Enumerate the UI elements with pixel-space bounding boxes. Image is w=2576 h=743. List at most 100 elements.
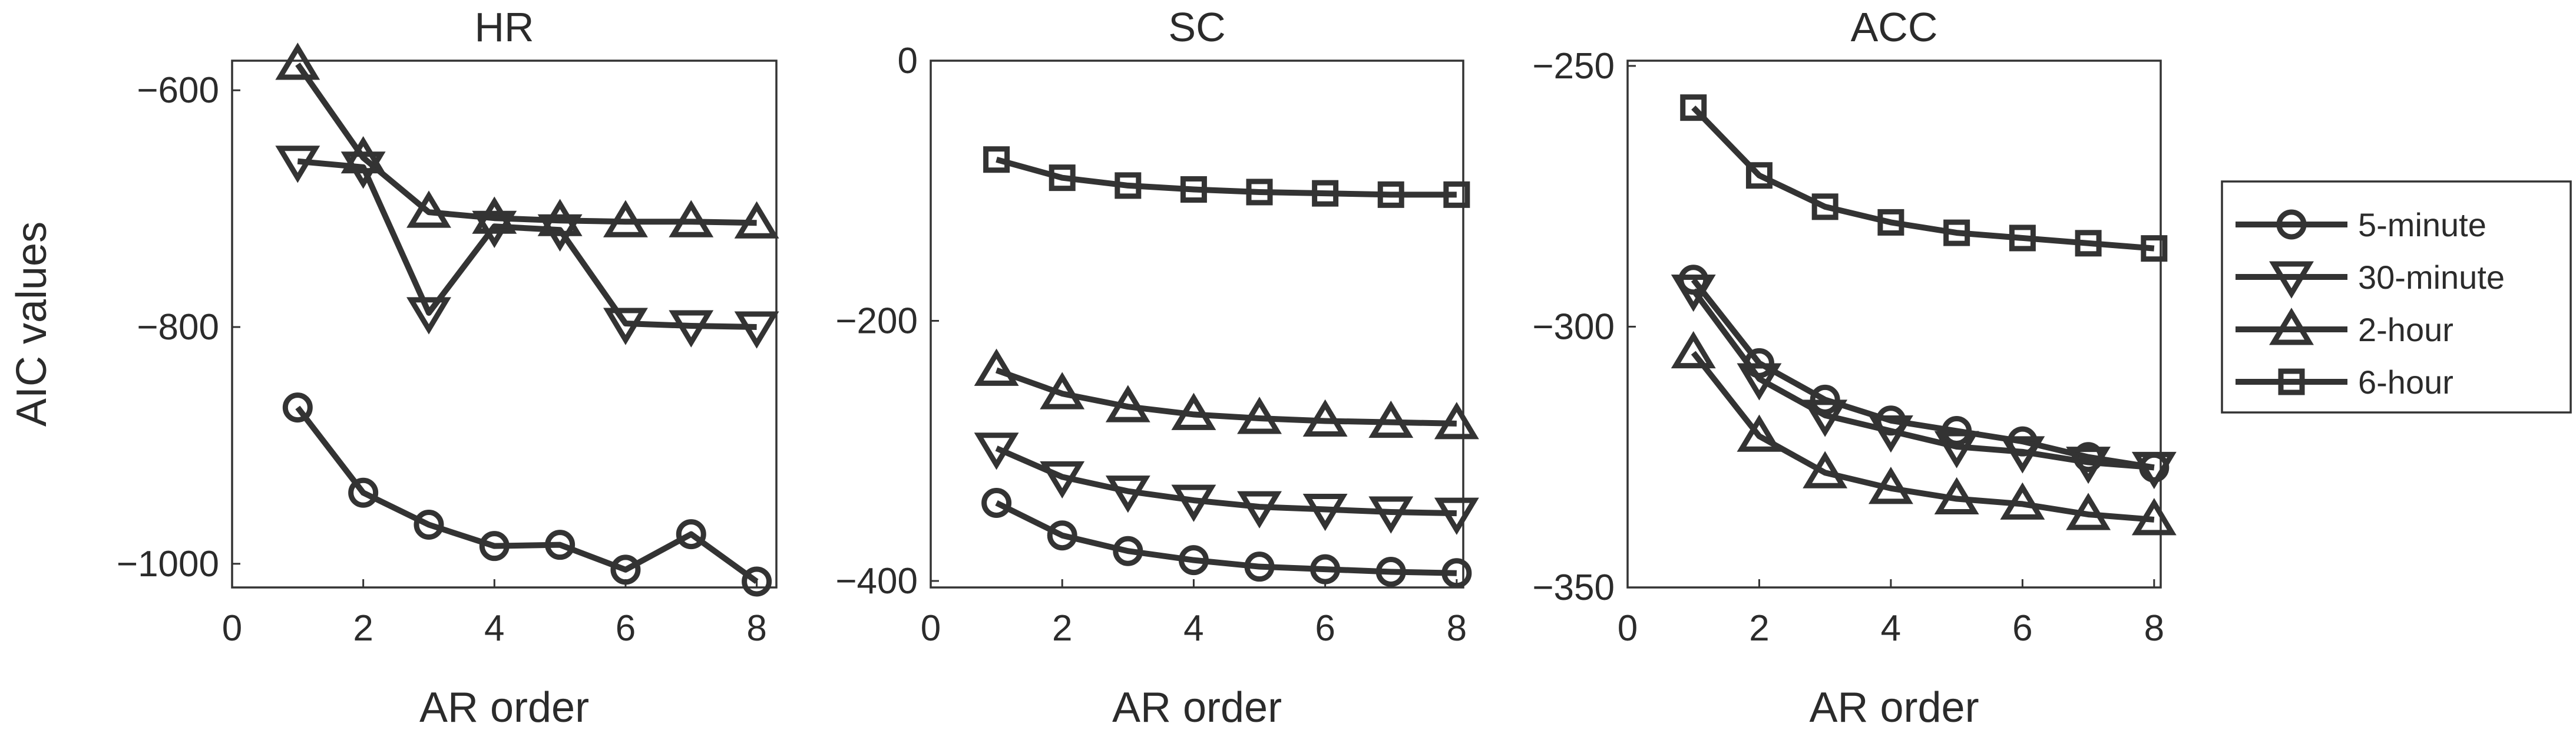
x-tick-label: 6 [2012,608,2032,649]
y-tick-label: 0 [898,41,918,81]
series-30-minute [974,432,1479,535]
data-point-5-minute [1310,554,1341,585]
legend-marker [2276,209,2307,240]
x-tick-label: 0 [921,608,941,649]
series-30-minute [1671,274,2177,490]
legend-marker [2269,308,2314,345]
data-point-5-minute [610,554,641,585]
data-point-2-hour [406,190,451,228]
legend: 5-minute 30-minute 2-hour 6-hour [2221,180,2572,414]
data-point-6-hour [1680,94,1707,121]
data-point-30-minute [275,146,320,183]
series-6-hour [983,146,1470,208]
data-point-5-minute [1244,552,1275,582]
data-point-30-minute [1803,399,1848,437]
data-point-6-hour [1811,193,1838,220]
data-point-6-hour [1246,179,1273,206]
data-point-30-minute [1671,274,1716,312]
data-point-2-hour [340,136,386,174]
y-tick-label: −300 [1532,306,1615,347]
y-tick-label: −250 [1532,46,1615,87]
data-point-2-hour [1868,467,1913,504]
plot-area-frame [231,60,778,589]
data-point-5-minute [742,566,772,597]
data-point-2-hour [734,201,779,239]
data-point-6-hour [1312,180,1339,207]
data-point-30-minute [2131,451,2177,490]
data-point-2-hour [1434,402,1479,440]
legend-label: 2-hour [2358,311,2453,348]
data-point-30-minute [2066,447,2111,484]
series-5-minute [282,392,772,597]
data-point-5-minute [545,530,576,560]
data-point-6-hour [2009,224,2036,252]
x-tick-label: 4 [484,608,504,649]
series-line-30-minute [995,445,1457,517]
data-point-2-hour [1671,331,1716,369]
data-point-30-minute [1040,461,1085,499]
data-point-30-minute [603,308,648,345]
y-tick-label: −1000 [117,544,219,585]
x-tick-label: 0 [1618,608,1638,649]
data-point-30-minute [2000,436,2045,474]
x-tick-label: 6 [1315,608,1335,649]
data-point-30-minute [406,297,451,335]
series-2-hour [275,42,779,239]
data-point-6-hour [1377,181,1404,208]
x-tick-label: 0 [222,608,242,649]
data-point-2-hour [669,200,714,237]
data-point-2-hour [1237,397,1282,434]
data-point-5-minute [1178,545,1209,576]
data-point-30-minute [1368,496,1414,534]
data-point-2-hour [2000,482,2045,520]
data-point-2-hour [1803,451,1848,488]
data-point-2-hour [472,196,517,234]
data-point-5-minute [1113,536,1143,566]
y-tick-label: −600 [137,70,219,111]
data-point-6-hour [983,146,1010,173]
data-point-2-hour [2131,498,2177,536]
panel-title: SC [1168,4,1225,50]
data-point-2-hour [1171,392,1216,430]
data-point-30-minute [1737,363,1782,401]
data-point-5-minute [479,531,510,562]
data-point-5-minute [1375,557,1406,587]
plot-area-frame [1626,60,2162,589]
legend-item-2-hour: 2-hour [2236,308,2453,348]
series-line-5-minute [295,405,759,585]
legend-label: 6-hour [2358,364,2453,401]
panel-title: ACC [1851,4,1938,50]
x-tick-label: 4 [1881,608,1901,649]
data-point-6-hour [2075,230,2102,257]
data-point-30-minute [1934,431,1979,468]
data-point-30-minute [1105,475,1150,513]
data-point-6-hour [1877,209,1904,236]
y-tick-label: −400 [835,561,918,602]
data-point-30-minute [472,210,517,249]
panel-hr: HR AR order 0 2 4 6 8 −600 −800 −1000 [117,4,779,731]
data-point-5-minute [348,477,379,508]
legend-label: 5-minute [2358,206,2486,243]
data-point-2-hour [1934,477,1979,515]
x-tick-label: 6 [616,608,636,649]
x-tick-label: 2 [353,608,373,649]
x-tick-label: 8 [2144,608,2164,649]
data-point-6-hour [1049,164,1076,191]
x-axis-label: AR order [1112,684,1282,731]
data-point-5-minute [981,488,1012,519]
data-point-2-hour [603,200,648,237]
panel-acc: ACC AR order 0 2 4 6 8 −250 −300 −350 [1532,4,2177,731]
data-point-5-minute [676,519,706,550]
legend-marker [2269,261,2314,299]
data-point-2-hour [1368,400,1414,438]
data-point-5-minute [1441,558,1472,589]
data-point-6-hour [1443,181,1470,208]
legend-label: 30-minute [2358,259,2505,296]
x-tick-label: 2 [1052,608,1072,649]
legend-marker [2278,368,2305,395]
data-point-2-hour [537,199,583,236]
series-30-minute [275,146,779,349]
series-2-hour [1671,331,2177,536]
x-tick-label: 8 [746,608,766,649]
